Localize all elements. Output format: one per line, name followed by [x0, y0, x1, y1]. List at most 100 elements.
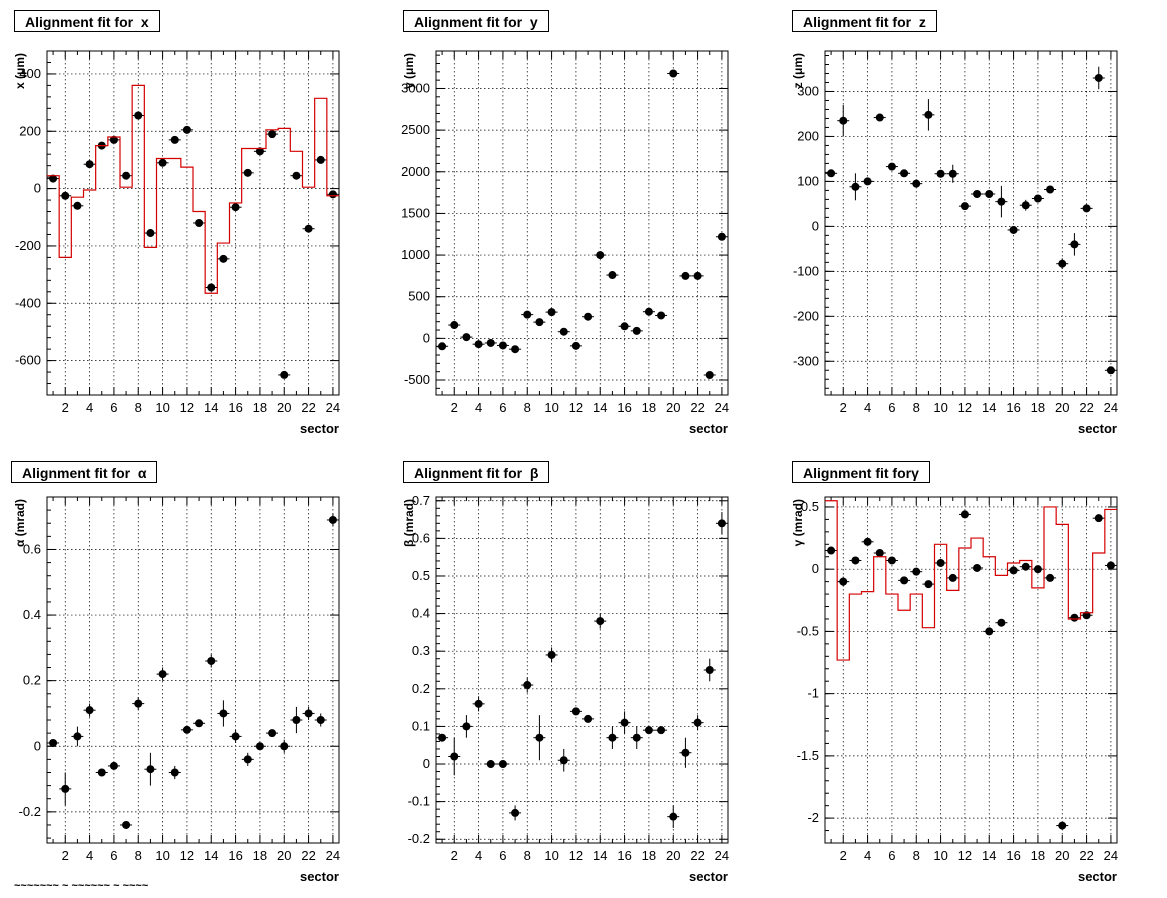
- y-tick-label: 0.4: [412, 606, 430, 621]
- marker: [158, 158, 167, 167]
- y-tick-label: 0.4: [23, 607, 41, 622]
- marker: [900, 169, 909, 178]
- x-tick-label: 4: [864, 400, 871, 415]
- marker: [1033, 194, 1042, 203]
- data-point: [47, 174, 60, 183]
- x-tick-label: 20: [1055, 400, 1069, 415]
- y-tick-label: 0: [34, 738, 41, 753]
- x-tick-label: 4: [475, 400, 482, 415]
- marker: [450, 321, 459, 330]
- x-tick-label: 6: [888, 400, 895, 415]
- data-point: [569, 707, 582, 716]
- data-point: [95, 768, 108, 777]
- data-point: [1044, 185, 1057, 194]
- data-point: [436, 733, 449, 742]
- marker: [985, 627, 994, 636]
- data-point: [83, 160, 96, 169]
- plot-frame: [824, 496, 1118, 844]
- data-point: [253, 147, 266, 156]
- x-tick-label: 6: [110, 400, 117, 415]
- data-point: [691, 271, 704, 280]
- data-point: [448, 321, 461, 330]
- marker: [887, 162, 896, 171]
- y-tick-label: 200: [19, 123, 41, 138]
- x-axis-label: sector: [300, 869, 339, 884]
- marker: [462, 722, 471, 731]
- data-point: [1068, 613, 1081, 622]
- x-tick-label: 24: [1104, 400, 1118, 415]
- x-tick-label: 14: [593, 400, 607, 415]
- marker: [924, 110, 933, 119]
- x-tick-label: 10: [544, 848, 558, 863]
- data-point: [533, 318, 546, 327]
- y-tick-label: 400: [19, 66, 41, 81]
- y-tick-label: 0.5: [412, 568, 430, 583]
- data-point: [995, 185, 1008, 218]
- y-tick-label: 0: [812, 561, 819, 576]
- marker: [450, 752, 459, 761]
- x-axis-label: sector: [1078, 421, 1117, 436]
- marker: [292, 716, 301, 725]
- marker: [863, 177, 872, 186]
- marker: [474, 699, 483, 708]
- chart-2: 2 4 6 8 10 12 14 16 18 20 22 24-5000500100015002000…: [401, 50, 729, 436]
- y-axis-label: β (mrad): [402, 499, 416, 547]
- marker: [559, 327, 568, 336]
- marker: [669, 69, 678, 78]
- marker: [85, 706, 94, 715]
- x-tick-label: 18: [253, 848, 267, 863]
- x-axis-label: sector: [689, 869, 728, 884]
- data-point: [885, 556, 898, 565]
- y-tick-label: -0.1: [408, 794, 430, 809]
- chart-title: Alignment fit for α: [11, 461, 158, 483]
- y-tick-label: -200: [793, 308, 819, 323]
- x-tick-label: 18: [1031, 400, 1045, 415]
- x-tick-label: 2: [451, 400, 458, 415]
- data-point: [655, 311, 668, 320]
- data-point: [594, 613, 607, 629]
- data-point: [59, 772, 72, 806]
- marker: [644, 726, 653, 735]
- marker: [146, 229, 155, 238]
- data-point: [460, 715, 473, 738]
- x-tick-label: 16: [228, 848, 242, 863]
- marker: [219, 254, 228, 263]
- y-tick-label: -1.5: [797, 748, 819, 763]
- fit-step-line: [825, 500, 1117, 661]
- marker: [584, 714, 593, 723]
- x-axis-label: sector: [689, 421, 728, 436]
- x-tick-label: 10: [155, 400, 169, 415]
- data-point: [484, 338, 497, 347]
- data-point: [132, 111, 145, 120]
- data-point: [679, 271, 692, 280]
- marker: [681, 271, 690, 280]
- plot-frame: [46, 496, 340, 844]
- data-point: [545, 308, 558, 317]
- data-point: [217, 700, 230, 727]
- x-tick-label: 2: [62, 400, 69, 415]
- marker: [657, 311, 666, 320]
- marker: [693, 271, 702, 280]
- data-point: [983, 189, 996, 198]
- x-axis-label: sector: [1078, 869, 1117, 884]
- y-tick-label: -0.2: [19, 804, 41, 819]
- data-point: [703, 658, 716, 682]
- marker: [596, 251, 605, 260]
- marker: [182, 125, 191, 134]
- data-point: [837, 104, 850, 137]
- data-point: [496, 341, 509, 350]
- plot-frame: [46, 50, 340, 396]
- marker: [170, 768, 179, 777]
- x-tick-label: 4: [864, 848, 871, 863]
- y-tick-label: 500: [408, 289, 430, 304]
- data-point: [642, 726, 655, 735]
- data-point: [1031, 565, 1044, 574]
- marker: [608, 271, 617, 280]
- marker: [1094, 514, 1103, 523]
- y-tick-label: 0.5: [801, 499, 819, 514]
- y-axis-label: y (μm): [402, 53, 416, 89]
- marker: [644, 307, 653, 316]
- data-point: [460, 333, 473, 342]
- data-point: [557, 327, 570, 336]
- marker: [438, 342, 447, 351]
